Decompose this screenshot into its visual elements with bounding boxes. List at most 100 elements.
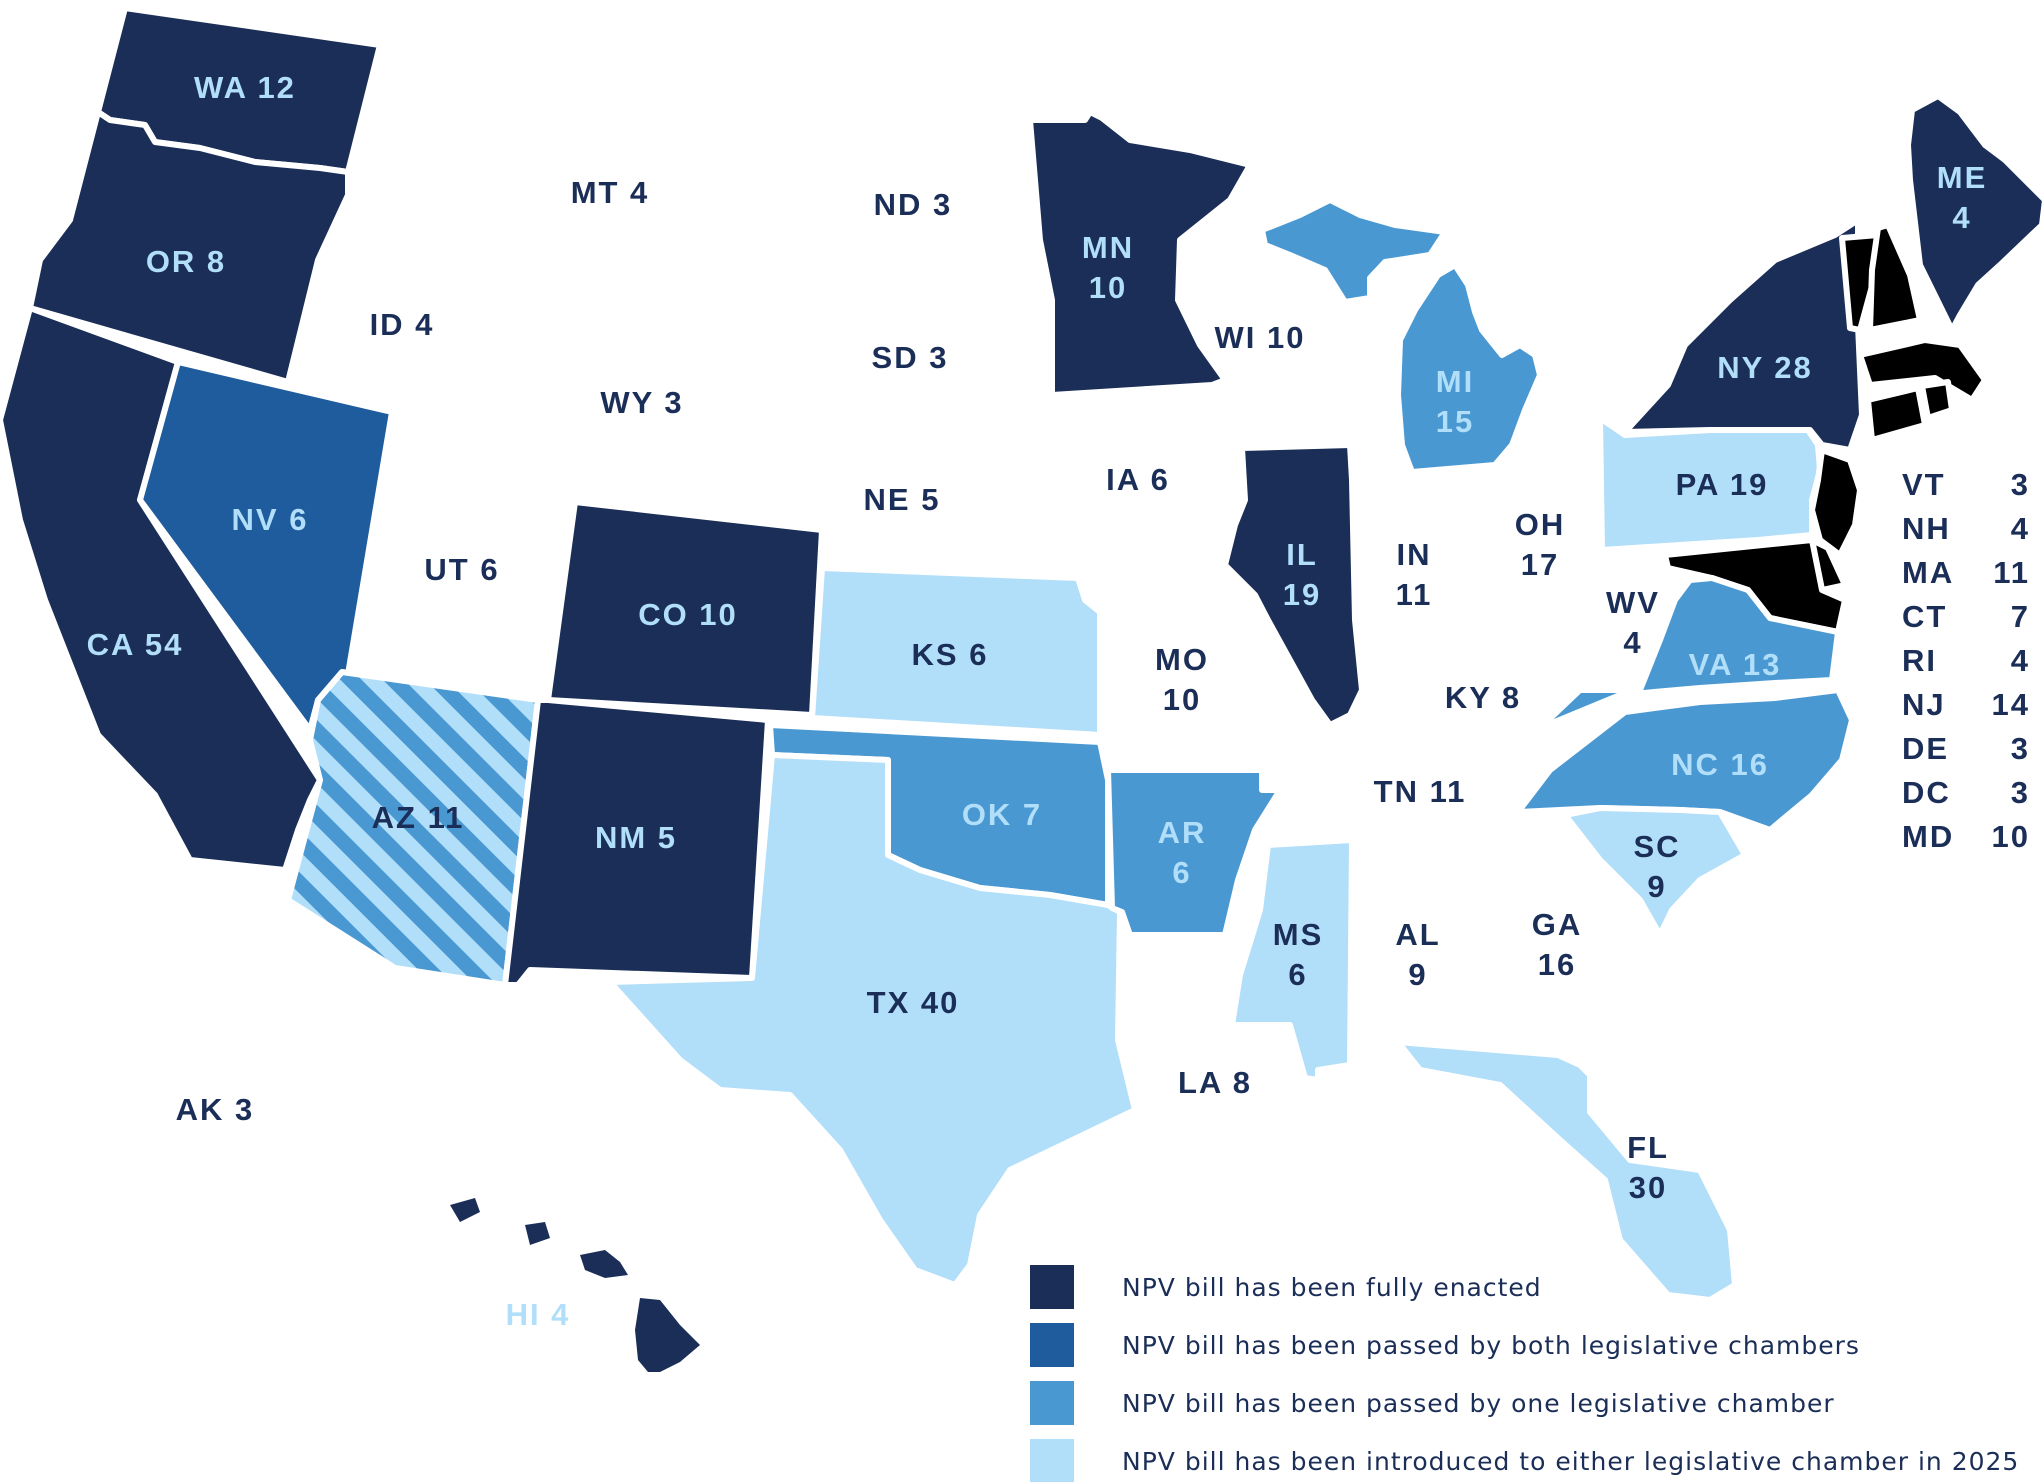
label-in-abbr: IN	[1397, 537, 1432, 572]
legend-swatch	[1030, 1439, 1074, 1482]
label-fl-abbr: FL	[1627, 1130, 1669, 1165]
label-ut: UT 6	[424, 552, 499, 587]
ne-list-abbr: CT	[1902, 599, 1947, 634]
state-shape-fl	[1395, 1039, 1738, 1303]
ne-list-votes: 3	[2011, 775, 2030, 810]
label-tn: TN 11	[1374, 774, 1467, 809]
state-shape-hi-kauai	[450, 1198, 480, 1222]
label-id: ID 4	[370, 307, 435, 342]
legend-swatch	[1030, 1265, 1074, 1309]
label-ks: KS 6	[912, 637, 989, 672]
label-il-abbr: IL	[1286, 537, 1318, 572]
ne-list-votes: 14	[1992, 687, 2030, 722]
state-shape-mi	[1395, 262, 1543, 475]
state-shape-hi-big	[635, 1298, 700, 1372]
northeast-states-list: VT 3 NH 4 MA 11 CT 7 RI 4 NJ 14 DE 3 DC 3 MD 10	[1902, 467, 2030, 854]
label-mo-abbr: MO	[1155, 642, 1209, 677]
label-mn-votes: 10	[1089, 270, 1127, 305]
state-shape-nc	[1515, 687, 1855, 833]
label-ia: IA 6	[1106, 462, 1170, 497]
state-shape-ma	[1857, 337, 1988, 403]
label-oh-abbr: OH	[1515, 507, 1566, 542]
label-ny: NY 28	[1717, 350, 1813, 385]
legend-swatch	[1030, 1381, 1074, 1425]
ne-list-abbr: VT	[1902, 467, 1946, 502]
label-ca: CA 54	[87, 627, 184, 662]
label-nd: ND 3	[874, 187, 953, 222]
ne-list-abbr: DC	[1902, 775, 1951, 810]
ne-list-abbr: RI	[1902, 643, 1937, 678]
state-shape-or	[27, 109, 351, 385]
state-shape-nh	[1867, 222, 1923, 333]
state-shape-ca	[0, 305, 323, 873]
label-oh-votes: 17	[1521, 547, 1559, 582]
ne-list-votes: 4	[2011, 643, 2030, 678]
label-wv-votes: 4	[1623, 625, 1642, 660]
label-ky: KY 8	[1445, 680, 1521, 715]
label-nv: NV 6	[232, 502, 309, 537]
label-wy: WY 3	[600, 385, 683, 420]
legend-label: NPV bill has been passed by both legisla…	[1122, 1331, 1860, 1360]
state-shape-ks	[809, 565, 1103, 738]
legend-label: NPV bill has been fully enacted	[1122, 1273, 1542, 1302]
label-wa: WA 12	[194, 70, 296, 105]
label-in-votes: 11	[1396, 577, 1433, 612]
label-il-votes: 19	[1283, 577, 1321, 612]
ne-list-abbr: NJ	[1902, 687, 1946, 722]
state-shape-me	[1905, 93, 2043, 333]
label-mn-abbr: MN	[1082, 230, 1134, 265]
label-sc-abbr: SC	[1633, 829, 1680, 864]
label-me-abbr: ME	[1937, 160, 1988, 195]
label-la: LA 8	[1178, 1065, 1252, 1100]
label-az: AZ 11	[372, 800, 465, 835]
label-al-abbr: AL	[1395, 917, 1440, 952]
label-hi: HI 4	[506, 1297, 571, 1332]
ne-list-votes: 3	[2011, 731, 2030, 766]
label-al-votes: 9	[1408, 957, 1427, 992]
state-shape-tx	[607, 752, 1138, 1288]
state-shape-vt	[1839, 232, 1881, 333]
label-mo-votes: 10	[1163, 682, 1201, 717]
label-sd: SD 3	[872, 340, 949, 375]
label-mi-abbr: MI	[1436, 364, 1474, 399]
label-wi: WI 10	[1215, 320, 1306, 355]
label-co: CO 10	[638, 597, 738, 632]
state-shape-wi-up	[1259, 197, 1448, 305]
label-ne: NE 5	[864, 482, 941, 517]
label-ar-votes: 6	[1172, 855, 1191, 890]
state-shape-ms	[1229, 837, 1355, 1083]
label-mi-votes: 15	[1436, 404, 1474, 439]
ne-list-votes: 7	[2011, 599, 2030, 634]
label-va: VA 13	[1689, 647, 1782, 682]
ne-list-abbr: MD	[1902, 819, 1954, 854]
label-ak: AK 3	[176, 1092, 255, 1127]
ne-list-votes: 3	[2011, 467, 2030, 502]
ne-list-abbr: MA	[1902, 555, 1954, 590]
state-shape-sc	[1562, 805, 1748, 938]
legend-label: NPV bill has been passed by one legislat…	[1122, 1389, 1835, 1418]
label-ga-votes: 16	[1538, 947, 1576, 982]
state-shape-hi-oahu	[525, 1222, 550, 1245]
ne-list-votes: 11	[1993, 555, 2030, 590]
legend-swatch	[1030, 1323, 1074, 1367]
label-pa: PA 19	[1676, 467, 1769, 502]
label-me-votes: 4	[1952, 200, 1971, 235]
state-shape-ri	[1919, 379, 1955, 421]
label-wv-abbr: WV	[1606, 585, 1660, 620]
legend-label: NPV bill has been introduced to either l…	[1122, 1447, 2019, 1476]
state-shape-ct	[1865, 385, 1928, 443]
map-legend: NPV bill has been fully enacted NPV bill …	[1030, 1265, 2019, 1482]
state-shape-hi-maui	[580, 1250, 628, 1278]
label-ms-votes: 6	[1288, 957, 1307, 992]
state-shape-ar	[1105, 767, 1283, 938]
label-sc-votes: 9	[1647, 869, 1666, 904]
state-shape-il	[1222, 442, 1365, 728]
label-ms-abbr: MS	[1273, 917, 1324, 952]
label-ga-abbr: GA	[1532, 907, 1583, 942]
ne-list-abbr: DE	[1902, 731, 1949, 766]
label-ok: OK 7	[962, 797, 1042, 832]
label-nm: NM 5	[595, 820, 677, 855]
state-shape-ny	[1622, 217, 1865, 453]
label-or: OR 8	[146, 244, 226, 279]
